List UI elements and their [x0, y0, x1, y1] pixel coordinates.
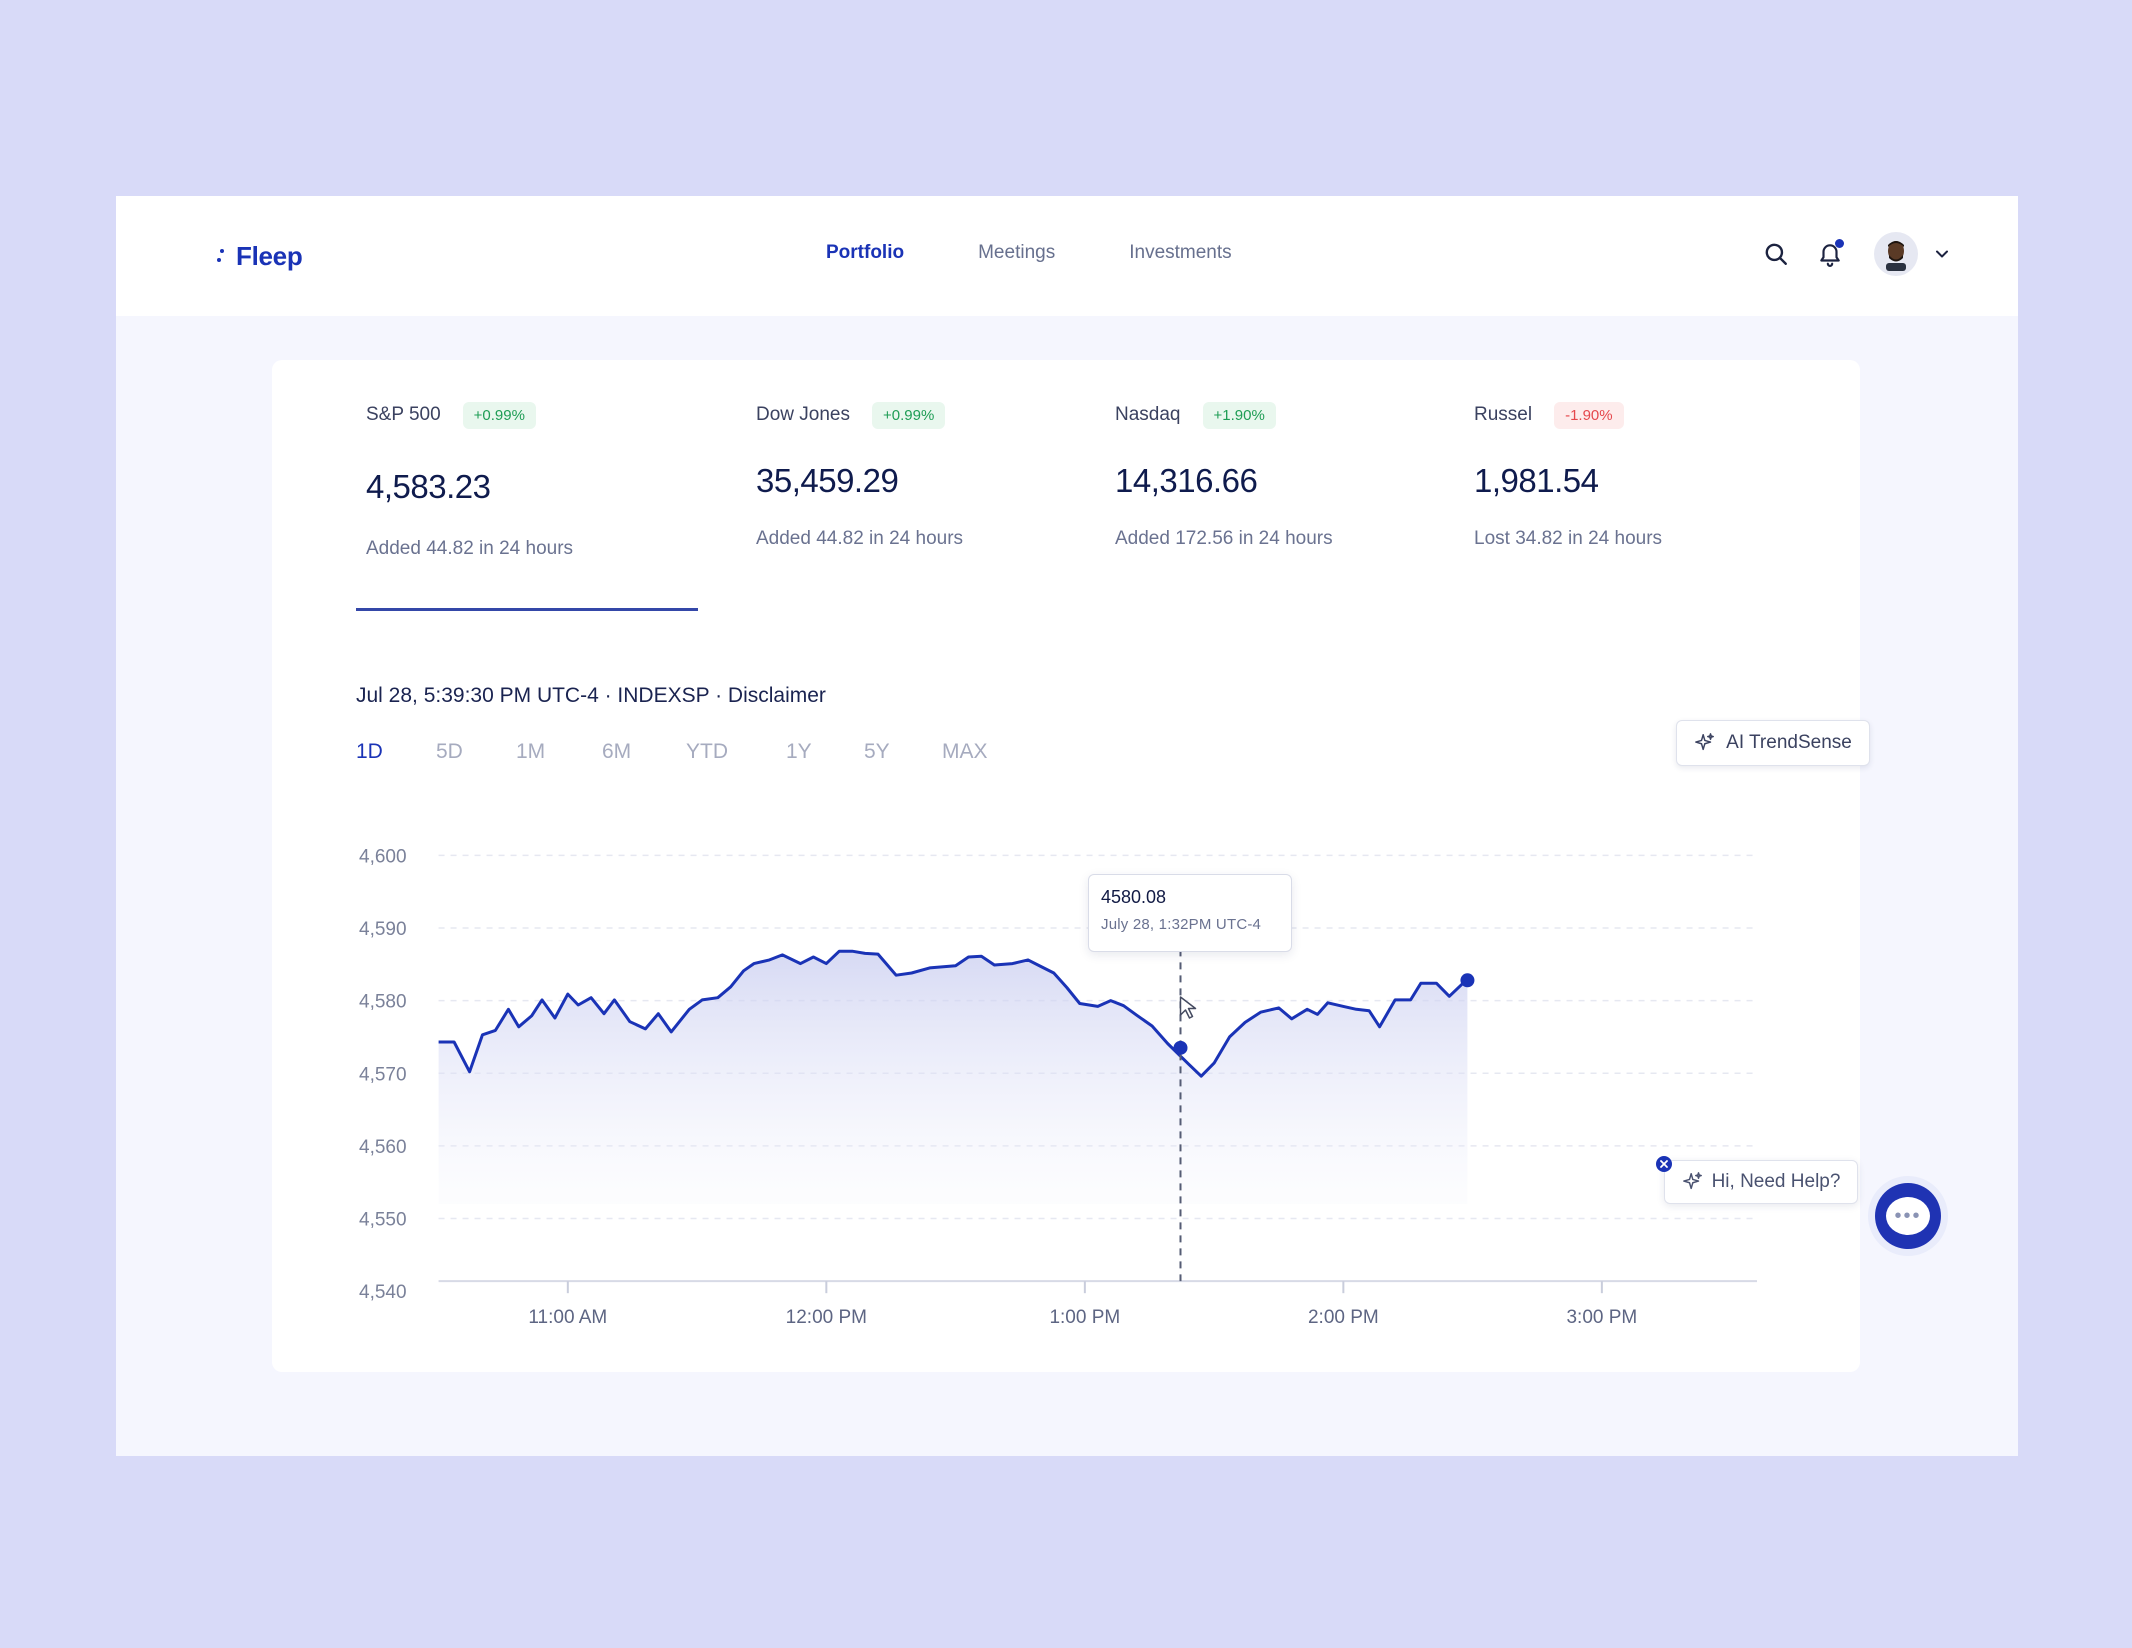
range-1y[interactable]: 1Y — [786, 740, 812, 763]
top-navigation-bar: Fleep Portfolio Meetings Investments — [116, 196, 2018, 316]
help-bubble[interactable]: Hi, Need Help? — [1664, 1160, 1858, 1204]
tooltip-date: July 28, 1:32PM UTC-4 — [1101, 916, 1262, 933]
logo-mark-icon — [216, 244, 226, 268]
header-actions — [1756, 232, 1962, 276]
ai-trendsense-button[interactable]: AI TrendSense — [1676, 720, 1870, 766]
index-header: Dow Jones +0.99% — [756, 400, 946, 430]
range-ytd[interactable]: YTD — [686, 740, 728, 763]
index-change-note: Added 44.82 in 24 hours — [756, 528, 964, 549]
y-tick-label: 4,580 — [359, 992, 407, 1013]
user-avatar[interactable] — [1874, 232, 1918, 276]
y-tick-label: 4,560 — [359, 1137, 407, 1158]
sparkle-icon — [1682, 1172, 1702, 1190]
x-tick-label: 12:00 PM — [786, 1307, 867, 1328]
change-badge: +0.99% — [462, 401, 536, 429]
brand-logo[interactable]: Fleep — [216, 240, 303, 272]
index-tile-nasdaq[interactable]: Nasdaq +1.90% 14,316.66 Added 172.56 in 24 … — [1115, 360, 1455, 590]
chat-launcher-button[interactable]: ••• — [1868, 1176, 1948, 1256]
bell-icon — [1820, 244, 1840, 267]
latest-point — [1460, 973, 1475, 988]
x-tick-label: 11:00 AM — [528, 1307, 607, 1328]
index-change-note: Added 44.82 in 24 hours — [366, 538, 574, 559]
index-header: Nasdaq +1.90% — [1115, 400, 1276, 430]
price-line — [438, 949, 1469, 1078]
change-badge: +1.90% — [1202, 401, 1276, 429]
chat-bubble-icon: ••• — [1886, 1197, 1930, 1235]
price-area-fill — [438, 951, 1468, 1205]
nav-item-portfolio[interactable]: Portfolio — [826, 242, 905, 263]
range-max[interactable]: MAX — [942, 740, 988, 763]
y-tick-label: 4,590 — [359, 919, 407, 940]
nav-item-meetings[interactable]: Meetings — [978, 242, 1056, 263]
index-name: S&P 500 — [366, 404, 441, 425]
chart-tooltip: 4580.08 July 28, 1:32PM UTC-4 — [1088, 874, 1292, 952]
selected-tile-indicator — [356, 608, 698, 611]
chevron-down-icon — [1936, 250, 1948, 258]
x-tick-label: 2:00 PM — [1308, 1307, 1379, 1328]
index-value: 4,583.23 — [366, 468, 491, 505]
nav-item-investments[interactable]: Investments — [1129, 242, 1232, 263]
range-5d[interactable]: 5D — [436, 740, 463, 763]
index-value: 1,981.54 — [1474, 462, 1599, 499]
brand-name: Fleep — [236, 240, 303, 271]
index-value: 35,459.29 — [756, 462, 899, 499]
y-tick-label: 4,600 — [359, 846, 407, 867]
index-name: Nasdaq — [1115, 404, 1181, 425]
search-button[interactable] — [1756, 234, 1796, 274]
range-1m[interactable]: 1M — [516, 740, 546, 763]
index-header: Russel -1.90% — [1474, 400, 1624, 430]
index-header: S&P 500 +0.99% — [366, 400, 536, 430]
sparkle-icon — [1695, 733, 1715, 751]
main-nav: Portfolio Meetings Investments — [826, 242, 1232, 264]
app-window: Fleep Portfolio Meetings Investments — [116, 196, 2018, 1456]
notifications-button[interactable] — [1810, 234, 1850, 274]
index-name: Russel — [1474, 404, 1533, 425]
account-menu-toggle[interactable] — [1922, 234, 1962, 274]
index-tile-russel[interactable]: Russel -1.90% 1,981.54 Lost 34.82 in 24 hou… — [1474, 360, 1814, 590]
index-change-note: Added 172.56 in 24 hours — [1115, 528, 1333, 549]
chat-launcher-ring: ••• — [1875, 1183, 1941, 1249]
mouse-cursor-icon — [1179, 996, 1197, 1019]
x-tick-label: 1:00 PM — [1049, 1307, 1120, 1328]
avatar-icon — [1886, 241, 1906, 271]
change-badge: -1.90% — [1554, 401, 1624, 429]
index-tile-dow-jones[interactable]: Dow Jones +0.99% 35,459.29 Added 44.82 in 2… — [756, 360, 1096, 590]
close-icon — [1660, 1160, 1668, 1168]
index-tile-s-p-500[interactable]: S&P 500 +0.99% 4,583.23 Added 44.82 in 24 h… — [366, 360, 706, 590]
y-tick-label: 4,540 — [359, 1282, 407, 1303]
x-tick-label: 3:00 PM — [1566, 1307, 1637, 1328]
change-badge: +0.99% — [872, 401, 946, 429]
ai-trendsense-label: AI TrendSense — [1726, 732, 1852, 753]
y-tick-label: 4,570 — [359, 1064, 407, 1085]
index-value: 14,316.66 — [1115, 462, 1258, 499]
price-chart[interactable]: 4,600 4,590 4,580 4,570 4,560 4,550 4,540 11:00… — [116, 196, 2018, 1456]
range-6m[interactable]: 6M — [602, 740, 632, 763]
range-5y[interactable]: 5Y — [864, 740, 890, 763]
y-tick-label: 4,550 — [359, 1210, 407, 1231]
range-1d[interactable]: 1D — [356, 740, 383, 763]
highlight-point — [1173, 1040, 1188, 1055]
notification-dot — [1835, 239, 1844, 248]
chart-timestamp: Jul 28, 5:39:30 PM UTC-4 · INDEXSP · Dis… — [356, 684, 826, 707]
help-bubble-label: Hi, Need Help? — [1711, 1171, 1841, 1192]
index-change-note: Lost 34.82 in 24 hours — [1474, 528, 1663, 549]
tooltip-value: 4580.08 — [1101, 887, 1167, 907]
index-name: Dow Jones — [756, 404, 850, 425]
search-icon — [1765, 243, 1787, 265]
help-close-button[interactable] — [1656, 1156, 1672, 1172]
